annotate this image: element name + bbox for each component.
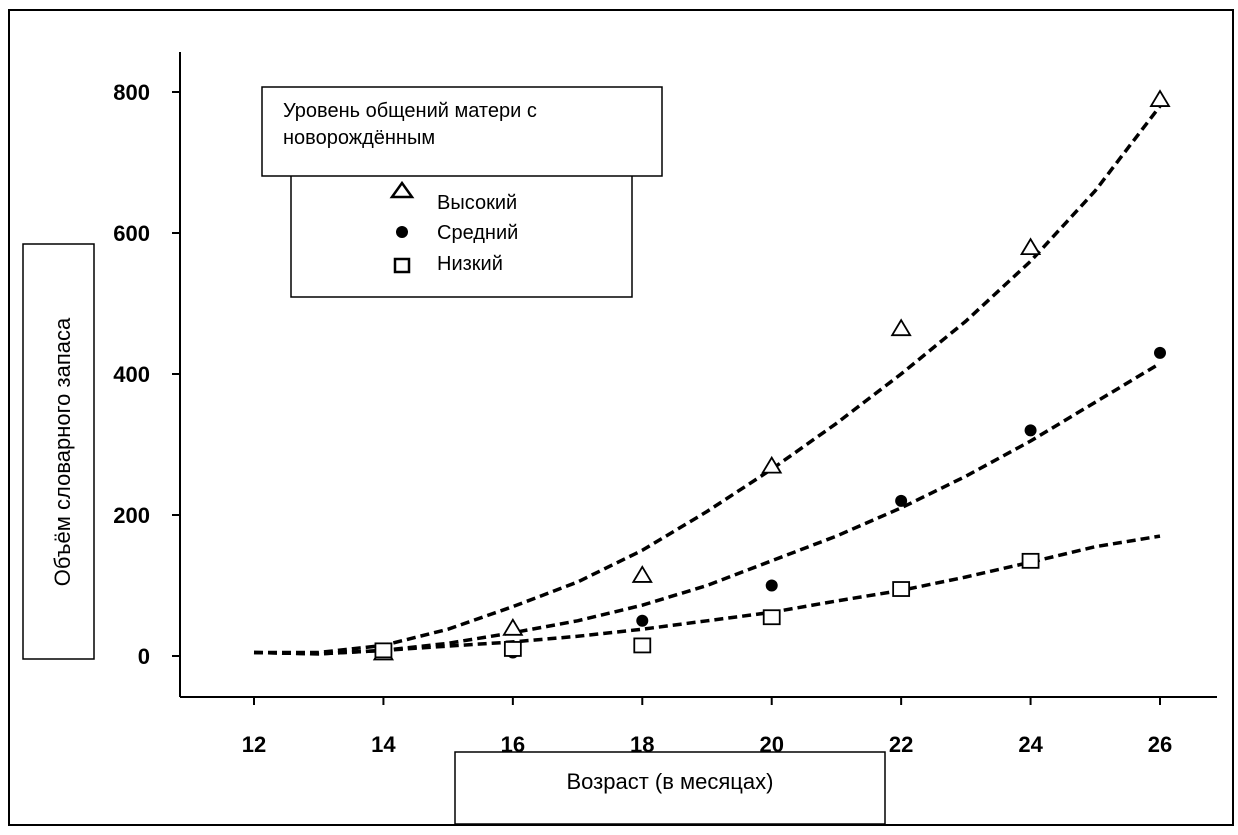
x-tick-label: 12 [242,732,266,757]
legend-title-box [261,86,663,177]
y-tick-label: 400 [113,362,150,387]
y-tick-label: 200 [113,503,150,528]
x-tick-label: 24 [1018,732,1043,757]
circle-marker [895,494,908,507]
trend-line-Средний [253,361,1161,656]
square-marker [892,581,911,597]
square-marker [1021,552,1040,569]
triangle-marker [890,318,912,337]
y-tick-label: 800 [113,80,150,105]
legend-circle-icon [396,226,408,238]
y-tick-label: 600 [113,221,150,246]
outer-frame [8,9,1234,826]
triangle-marker [761,455,783,474]
legend-title-line-2: новорождённым [283,127,435,149]
y-axis-title-box [22,243,95,660]
trend-lines [253,105,1162,656]
legend-title-line-1: Уровень общений матери с [283,100,537,122]
square-marker [762,609,781,626]
legend: Уровень общений матери с новорождённым В… [261,86,663,298]
x-axis-title-group: Возраст (в месяцах) [454,751,886,825]
triangle-marker [1149,89,1171,107]
x-tick-label: 22 [889,732,913,757]
y-axis-title: Объём словарного запаса [50,317,75,586]
y-tick-label: 0 [138,644,150,669]
circle-marker [765,579,778,592]
square-marker [633,637,652,654]
square-marker [503,641,522,657]
x-tick-label: 14 [371,732,396,757]
data-markers [372,89,1171,661]
trend-line-Низкий [253,534,1161,656]
legend-square-icon [393,257,411,274]
x-tick-label: 26 [1148,732,1172,757]
circle-marker [1154,346,1166,359]
legend-triangle-icon [389,180,415,199]
triangle-marker [1019,237,1042,255]
x-axis-title: Возраст (в месяцах) [567,769,774,794]
y-axis-title-group: Объём словарного запаса [22,243,95,660]
y-ticks: 0 200 400 600 800 [113,80,180,669]
circle-marker [636,614,649,627]
square-marker [374,642,393,659]
x-ticks: 12 14 16 18 20 22 24 26 [242,697,1172,757]
circle-marker [1024,424,1037,437]
x-axis-title-box [454,751,886,825]
trend-line-Высокий [254,105,1162,655]
triangle-marker [631,565,653,583]
legend-label-high: Высокий [437,192,517,214]
legend-label-low: Низкий [437,253,503,275]
legend-label-medium: Средний [437,222,518,244]
triangle-marker [502,618,524,636]
